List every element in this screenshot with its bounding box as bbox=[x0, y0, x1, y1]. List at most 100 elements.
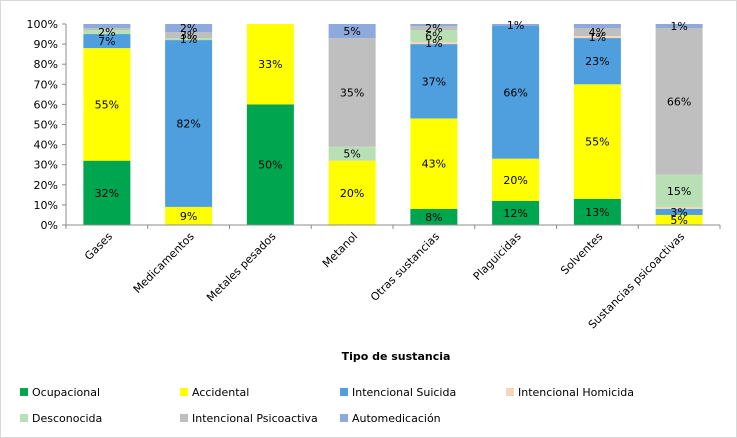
bar-segment bbox=[246, 104, 294, 225]
legend-swatch bbox=[340, 414, 348, 422]
data-label: 5% bbox=[670, 214, 687, 227]
y-tick-label: 80% bbox=[34, 58, 58, 71]
bar-segment bbox=[83, 24, 131, 29]
legend-label: Intencional Psicoactiva bbox=[192, 412, 318, 425]
legend-label: Accidental bbox=[192, 386, 249, 399]
x-axis: Gases Medicamentos Metales pesados Metanol O… bbox=[65, 224, 721, 332]
legend-label: Intencional Suicida bbox=[352, 386, 456, 399]
bar-segment bbox=[492, 200, 540, 225]
data-label: 55% bbox=[95, 98, 119, 111]
data-label: 15% bbox=[667, 185, 691, 198]
y-tick-label: 20% bbox=[34, 179, 58, 192]
bar-segment bbox=[410, 208, 458, 225]
bar-segment bbox=[83, 28, 131, 31]
bar-segment bbox=[328, 24, 376, 39]
y-axis: 0% 10% 20% 30% 40% 50% 60% 70% 80% 90% 100% bbox=[27, 18, 67, 232]
data-label: 1% bbox=[670, 20, 687, 33]
legend-swatch bbox=[20, 414, 28, 422]
bar-segment bbox=[573, 198, 621, 225]
data-label: 1% bbox=[507, 19, 524, 32]
bar-segment bbox=[410, 26, 458, 31]
x-tick-label: Medicamentos bbox=[131, 230, 197, 296]
data-label: 13% bbox=[585, 206, 609, 219]
legend-swatch bbox=[180, 414, 188, 422]
legend-item: Ocupacional bbox=[20, 386, 100, 399]
data-label: 37% bbox=[422, 75, 446, 88]
bar-segment bbox=[410, 24, 458, 27]
y-tick-label: 30% bbox=[34, 159, 58, 172]
data-labels-group: 32%55%7%2%9%82%1%3%2%50%33%20%5%35%5%8%4… bbox=[95, 19, 692, 227]
data-label: 12% bbox=[503, 207, 527, 220]
data-label: 32% bbox=[95, 187, 119, 200]
bar-segment bbox=[165, 206, 213, 225]
bar-segment bbox=[165, 38, 213, 41]
legend-item: Desconocida bbox=[20, 412, 102, 425]
legend-item: Intencional Homicida bbox=[506, 386, 634, 399]
bar-segment bbox=[573, 36, 621, 39]
legend-swatch bbox=[340, 388, 348, 396]
data-label: 2% bbox=[98, 26, 115, 39]
bar-segment bbox=[573, 84, 621, 199]
data-label: 20% bbox=[340, 187, 364, 200]
x-tick-label: Metanol bbox=[320, 230, 360, 270]
data-label: 4% bbox=[589, 26, 606, 39]
legend-item: Accidental bbox=[180, 386, 249, 399]
legend-label: Intencional Homicida bbox=[518, 386, 634, 399]
data-label: 1% bbox=[425, 37, 442, 50]
x-tick-label: Metales pesados bbox=[204, 230, 278, 304]
data-label: 8% bbox=[425, 211, 442, 224]
bar-segment bbox=[410, 30, 458, 43]
data-label: 82% bbox=[176, 117, 200, 130]
legend-item: Automedicación bbox=[340, 412, 441, 425]
data-label: 55% bbox=[585, 136, 609, 149]
data-label: 43% bbox=[422, 158, 446, 171]
y-tick-label: 70% bbox=[34, 78, 58, 91]
data-label: 3% bbox=[180, 29, 197, 42]
y-tick-label: 100% bbox=[27, 18, 58, 31]
legend: Ocupacional Accidental Intencional Suicida… bbox=[20, 386, 634, 425]
bar-segment bbox=[83, 160, 131, 225]
x-tick-label: Solventes bbox=[558, 230, 605, 277]
data-label: 5% bbox=[343, 25, 360, 38]
bar-segment bbox=[328, 38, 376, 147]
bar-segment bbox=[573, 38, 621, 85]
data-label: 20% bbox=[503, 174, 527, 187]
data-label: 5% bbox=[343, 148, 360, 161]
data-label: 2% bbox=[180, 22, 197, 35]
x-tick-label: Sustancias psicoactivas bbox=[586, 230, 688, 332]
y-tick-label: 10% bbox=[34, 199, 58, 212]
legend-item: Intencional Psicoactiva bbox=[180, 412, 318, 425]
legend-label: Desconocida bbox=[32, 412, 102, 425]
data-label: 1% bbox=[589, 31, 606, 44]
bar-segment bbox=[165, 32, 213, 39]
bar-segment bbox=[83, 48, 131, 161]
bar-segment bbox=[492, 24, 540, 27]
legend-swatch bbox=[180, 388, 188, 396]
bar-segment bbox=[655, 28, 703, 175]
bar-segment bbox=[165, 40, 213, 207]
data-label: 66% bbox=[667, 95, 691, 108]
bar-segment bbox=[410, 44, 458, 119]
bar-segment bbox=[573, 24, 621, 29]
bar-segment bbox=[655, 24, 703, 29]
data-label: 35% bbox=[340, 86, 364, 99]
data-label: 66% bbox=[503, 86, 527, 99]
y-tick-label: 40% bbox=[34, 139, 58, 152]
legend-item: Intencional Suicida bbox=[340, 386, 456, 399]
bar-segment bbox=[410, 42, 458, 45]
bar-segment bbox=[655, 208, 703, 215]
x-tick-label: Otras sustancias bbox=[368, 230, 442, 304]
data-label: 33% bbox=[258, 58, 282, 71]
data-label: 23% bbox=[585, 55, 609, 68]
bar-segment bbox=[83, 30, 131, 35]
legend-label: Automedicación bbox=[352, 412, 441, 425]
bar-segment bbox=[410, 118, 458, 209]
bar-segment bbox=[655, 214, 703, 225]
bar-segment bbox=[655, 174, 703, 207]
bar-segment bbox=[573, 28, 621, 37]
y-tick-label: 0% bbox=[41, 219, 58, 232]
data-label: 1% bbox=[180, 33, 197, 46]
data-label: 2% bbox=[425, 22, 442, 35]
